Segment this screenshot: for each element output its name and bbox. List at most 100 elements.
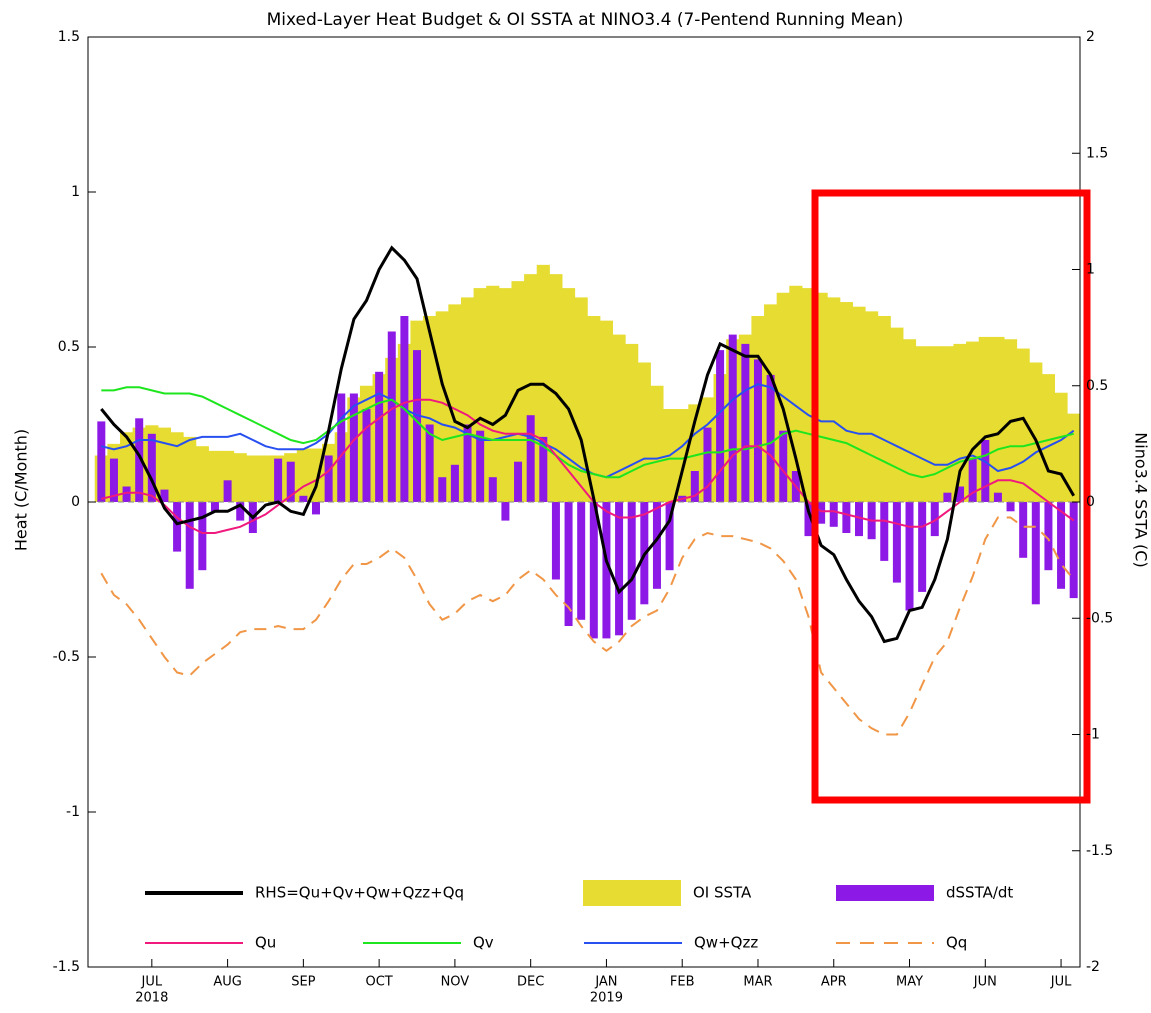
bar: [274, 458, 283, 502]
bar: [195, 446, 209, 502]
bar: [109, 458, 118, 502]
bar: [612, 334, 626, 502]
bar: [652, 502, 661, 589]
bar: [413, 350, 422, 502]
bar: [877, 316, 891, 502]
bar: [804, 502, 813, 537]
x-tick-label: JUL: [141, 975, 163, 990]
bar: [551, 502, 560, 580]
bar: [1041, 374, 1055, 502]
y2-tick-label: -1.5: [1086, 843, 1113, 859]
bar: [690, 471, 699, 502]
legend-swatch: [583, 880, 681, 906]
bar: [615, 502, 624, 636]
bar: [577, 502, 586, 620]
bar: [120, 432, 134, 502]
bar: [928, 346, 942, 502]
bar: [135, 418, 144, 502]
bar: [438, 477, 447, 502]
bar: [97, 421, 106, 502]
y2-tick-label: 0.5: [1086, 378, 1108, 394]
bar: [892, 502, 901, 583]
x-year-label: 2018: [135, 991, 168, 1006]
x-tick-label: FEB: [670, 975, 695, 990]
legend-label: RHS=Qu+Qv+Qw+Qzz+Qq: [255, 884, 464, 902]
y-tick-label: 0.5: [58, 339, 80, 355]
chart-title: Mixed-Layer Heat Budget & OI SSTA at NIN…: [267, 10, 904, 30]
x-tick-label: JAN: [594, 975, 617, 990]
bar: [425, 424, 434, 502]
legend-label: dSSTA/dt: [946, 884, 1013, 902]
bar: [956, 486, 965, 502]
y2-tick-label: 1: [1086, 262, 1095, 278]
y-tick-label: -1: [66, 804, 80, 820]
y2-tick-label: 0: [1086, 494, 1095, 510]
bar: [258, 455, 273, 502]
y-tick-label: 1: [71, 184, 80, 200]
bar: [147, 433, 156, 502]
bar: [599, 320, 614, 502]
bar: [463, 424, 472, 502]
bar: [375, 371, 384, 502]
bar: [1054, 392, 1068, 502]
line-series: [101, 398, 1075, 534]
bar: [122, 486, 131, 502]
x-tick-label: DEC: [517, 975, 544, 990]
bar: [299, 495, 308, 502]
bar: [993, 492, 1002, 502]
bar: [829, 502, 838, 527]
bar: [160, 489, 169, 502]
y2-tick-label: 1.5: [1086, 145, 1108, 161]
bar: [564, 502, 573, 626]
bar: [501, 502, 510, 521]
bar: [1029, 362, 1043, 502]
x-tick-label: MAY: [896, 975, 923, 990]
bar: [981, 440, 990, 502]
bar: [1067, 413, 1081, 502]
bar: [728, 334, 737, 502]
bar: [766, 374, 775, 502]
bar: [435, 311, 449, 502]
y2-tick-label: -2: [1086, 959, 1100, 975]
bar: [1006, 502, 1015, 512]
bar: [448, 304, 462, 502]
bar: [703, 427, 712, 502]
bar: [890, 327, 904, 502]
x-tick-label: APR: [821, 975, 847, 990]
bar: [210, 502, 219, 512]
y-axis-label: Heat (C/Month): [12, 429, 31, 551]
y-tick-label: -0.5: [53, 649, 80, 665]
bar: [1019, 502, 1028, 558]
line-series: [100, 516, 1075, 736]
bar: [173, 502, 182, 552]
legend-label: Qv: [473, 934, 494, 952]
x-year-label: 2019: [590, 991, 623, 1006]
legend-label: Qw+Qzz: [694, 934, 758, 952]
x-tick-label: SEP: [291, 975, 315, 990]
bar: [637, 362, 651, 502]
bar: [539, 436, 548, 502]
x-tick-label: JUN: [973, 975, 997, 990]
bar: [865, 311, 879, 502]
bar: [716, 350, 725, 502]
bar: [852, 306, 866, 502]
bar: [236, 502, 245, 521]
bar: [387, 331, 396, 502]
line-series: [100, 245, 1075, 644]
bar: [817, 502, 826, 524]
bar: [450, 464, 459, 502]
bar: [170, 432, 184, 502]
bar: [915, 346, 929, 502]
bar: [943, 492, 952, 502]
legend-label: OI SSTA: [693, 884, 752, 902]
bar: [514, 461, 523, 502]
bar: [991, 336, 1005, 502]
bar: [1069, 502, 1078, 599]
bar: [625, 343, 639, 502]
bar: [650, 385, 664, 502]
bar: [930, 502, 939, 537]
highlight-box: [811, 189, 1091, 804]
bar: [349, 393, 358, 502]
bar: [296, 448, 310, 502]
